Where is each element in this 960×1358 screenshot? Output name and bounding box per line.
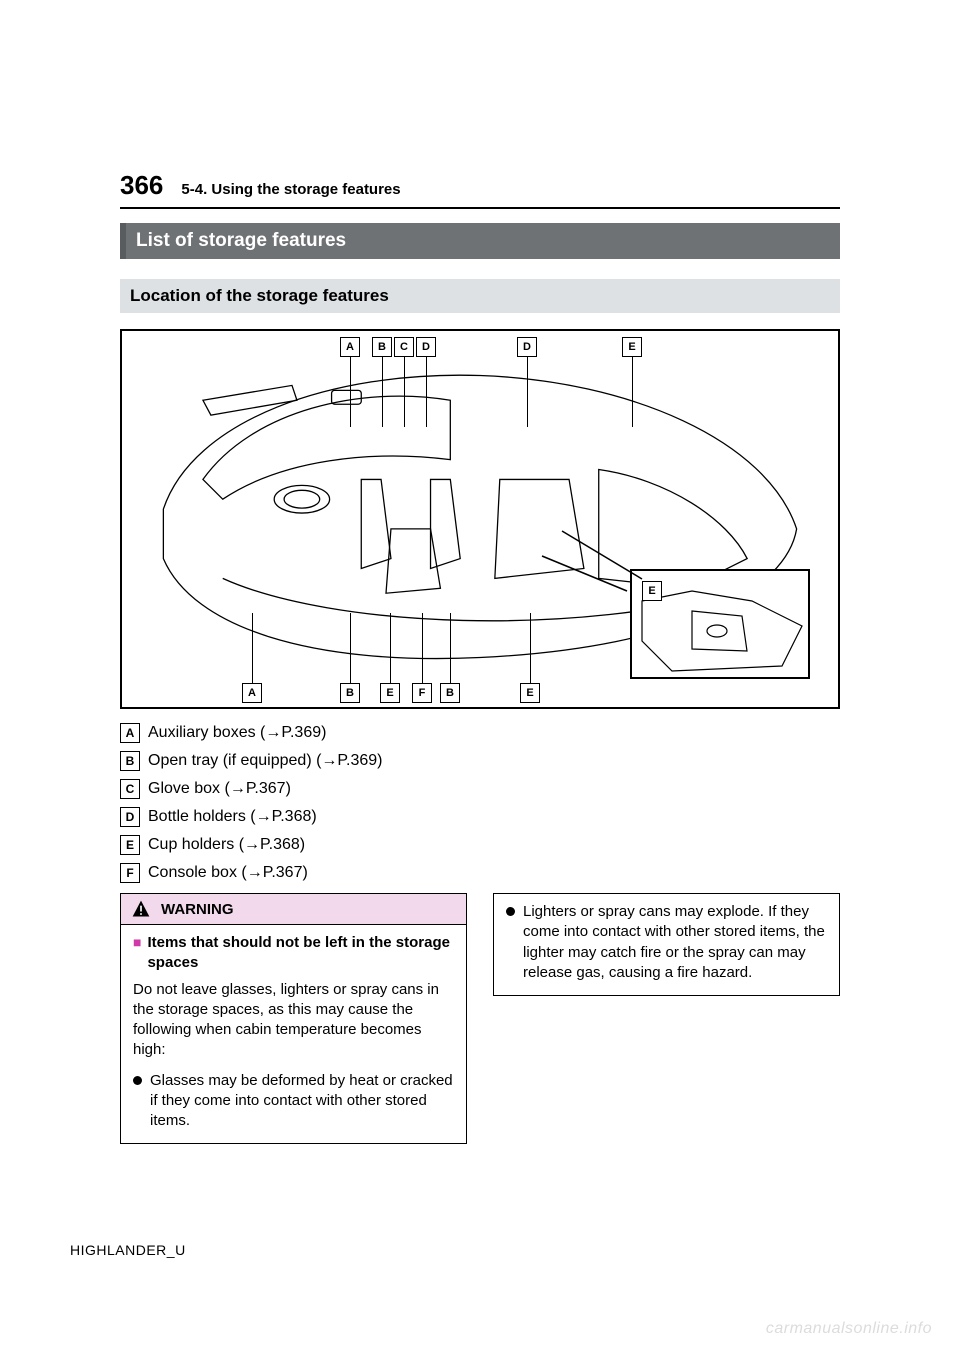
callout-key: C [394, 337, 414, 357]
header-rule [120, 207, 840, 209]
legend-key: D [120, 807, 140, 827]
leader-line [530, 613, 531, 683]
warning-bullet-1: Glasses may be deformed by heat or crack… [150, 1071, 454, 1132]
callout-key: A [242, 683, 262, 703]
warning-label: WARNING [161, 901, 234, 918]
subsection-bar: Location of the storage features [120, 279, 840, 313]
legend-text: Console box (→P.367) [148, 864, 308, 882]
legend-text: Glove box (→P.367) [148, 780, 291, 798]
section-title-bar: List of storage features [120, 223, 840, 259]
callout-key: B [372, 337, 392, 357]
callout-key: A [340, 337, 360, 357]
interior-diagram: E ABCDDEABEFBE [120, 329, 840, 709]
legend-list: A Auxiliary boxes (→P.369) B Open tray (if … [120, 723, 840, 883]
legend-item: F Console box (→P.367) [120, 863, 840, 883]
footer-model: HIGHLANDER_U [70, 1242, 186, 1258]
square-bullet-icon: ■ [133, 933, 141, 974]
legend-key: F [120, 863, 140, 883]
legend-item: D Bottle holders (→P.368) [120, 807, 840, 827]
legend-text: Bottle holders (→P.368) [148, 808, 317, 826]
warning-box: WARNING ■ Items that should not be left … [120, 893, 467, 1144]
legend-item: A Auxiliary boxes (→P.369) [120, 723, 840, 743]
leader-line [450, 613, 451, 683]
callout-key: B [440, 683, 460, 703]
legend-text: Cup holders (→P.368) [148, 836, 305, 854]
warning-subheading: Items that should not be left in the sto… [147, 933, 454, 974]
legend-item: C Glove box (→P.367) [120, 779, 840, 799]
leader-line [382, 357, 383, 427]
legend-text: Open tray (if equipped) (→P.369) [148, 752, 383, 770]
legend-text: Auxiliary boxes (→P.369) [148, 724, 326, 742]
legend-key: B [120, 751, 140, 771]
callout-key: E [622, 337, 642, 357]
leader-line [527, 357, 528, 427]
leader-line [350, 357, 351, 427]
leader-line [252, 613, 253, 683]
leader-line [632, 357, 633, 427]
leader-line [426, 357, 427, 427]
warning-continued-box: Lighters or spray cans may explode. If t… [493, 893, 840, 996]
legend-key: A [120, 723, 140, 743]
chapter-heading: 5-4. Using the storage features [181, 181, 400, 198]
leader-line [350, 613, 351, 683]
leader-line [422, 613, 423, 683]
callout-key: E [380, 683, 400, 703]
callout-key: B [340, 683, 360, 703]
callout-key: D [517, 337, 537, 357]
legend-item: B Open tray (if equipped) (→P.369) [120, 751, 840, 771]
warning-icon [131, 899, 151, 919]
inset-connector [122, 331, 838, 707]
page-number: 366 [120, 170, 163, 201]
callout-key: F [412, 683, 432, 703]
watermark: carmanualsonline.info [766, 1320, 932, 1338]
legend-item: E Cup holders (→P.368) [120, 835, 840, 855]
leader-line [404, 357, 405, 427]
legend-key: C [120, 779, 140, 799]
warning-intro: Do not leave glasses, lighters or spray … [133, 980, 454, 1061]
warning-header: WARNING [121, 894, 466, 925]
callout-key: D [416, 337, 436, 357]
bullet-dot-icon [133, 1076, 142, 1085]
leader-line [390, 613, 391, 683]
warning-bullet-2: Lighters or spray cans may explode. If t… [523, 902, 827, 983]
legend-key: E [120, 835, 140, 855]
callout-key: E [520, 683, 540, 703]
bullet-dot-icon [506, 907, 515, 916]
